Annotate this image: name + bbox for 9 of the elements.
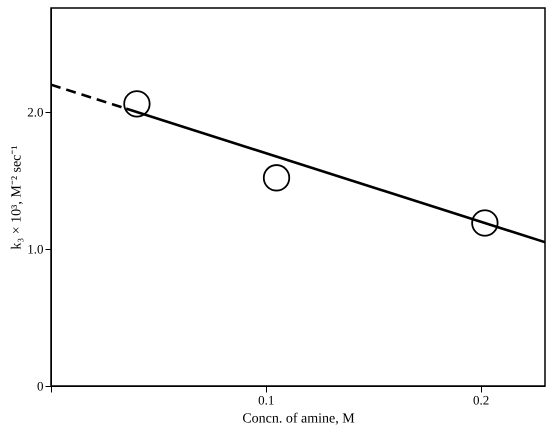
x-tick-label: 0.2: [472, 392, 490, 408]
y-tick-label: 0: [37, 378, 44, 394]
point: [123, 90, 151, 118]
point: [262, 164, 290, 192]
y-axis-title: k₃ × 10³, M⁻² sec⁻¹: [9, 145, 24, 250]
y-tick-label: 1.0: [27, 242, 44, 257]
x-axis-title: Concn. of amine, M: [242, 412, 356, 426]
x-tick-label: 0.1: [258, 392, 274, 408]
y-tick-label: 2.0: [27, 104, 44, 120]
